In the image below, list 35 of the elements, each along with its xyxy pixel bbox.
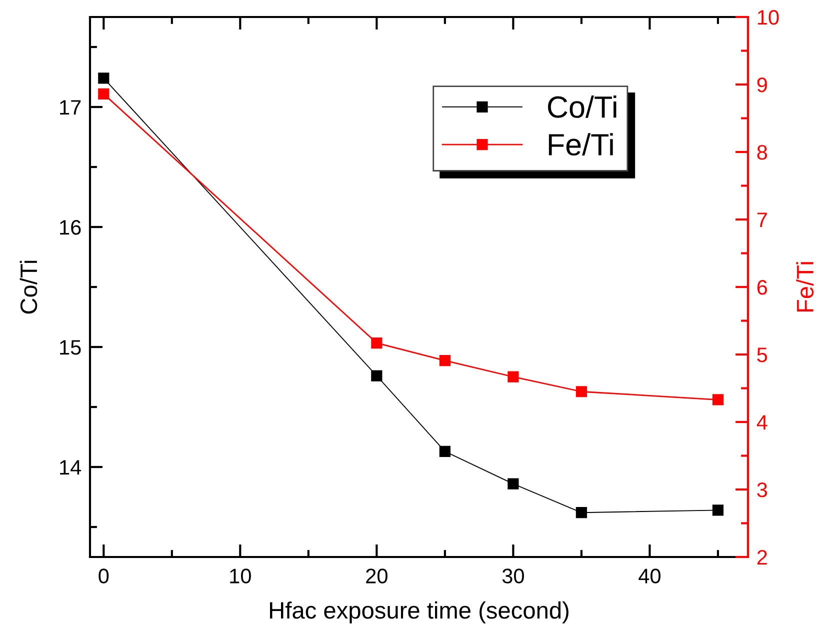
x-tick-label: 10 bbox=[230, 568, 251, 584]
y2-tick-label: 3 bbox=[757, 482, 768, 498]
y-tick-label: 15 bbox=[60, 340, 81, 355]
legend-label: Fe/Ti bbox=[548, 133, 613, 156]
y2-tick-label: 7 bbox=[757, 212, 767, 228]
point bbox=[98, 88, 110, 100]
y2-tick-label: 6 bbox=[757, 280, 768, 295]
legend-label: Co/Ti bbox=[548, 95, 616, 118]
point bbox=[712, 504, 724, 516]
point bbox=[576, 507, 588, 518]
x-axis-title: Hfac exposure time (second) bbox=[270, 601, 568, 624]
y2-tick-label: 10 bbox=[758, 10, 779, 25]
y2-tick-label: 9 bbox=[757, 78, 767, 92]
point bbox=[576, 386, 588, 398]
point bbox=[508, 478, 519, 490]
point bbox=[98, 72, 110, 84]
x-tick-label: 20 bbox=[366, 568, 388, 584]
y2-tick-label: 8 bbox=[757, 145, 768, 160]
y2-tick-label: 4 bbox=[756, 415, 768, 430]
y2-tick-label: 5 bbox=[757, 348, 768, 362]
point bbox=[439, 355, 450, 366]
y-tick-label: 17 bbox=[60, 100, 81, 115]
point bbox=[439, 446, 450, 457]
x-tick-label: 30 bbox=[502, 568, 524, 584]
point bbox=[371, 370, 382, 382]
y2-tick-label: 2 bbox=[757, 550, 767, 565]
x-tick-label: 40 bbox=[638, 568, 660, 584]
y-tick-label: 16 bbox=[60, 220, 81, 235]
y2-axis-title: Fe/Ti bbox=[796, 262, 814, 312]
y-axis-title: Co/Ti bbox=[20, 260, 38, 314]
point bbox=[508, 371, 519, 382]
x-tick-label: 0 bbox=[98, 568, 109, 584]
y-tick-label: 14 bbox=[60, 460, 82, 475]
point bbox=[712, 394, 724, 406]
point bbox=[371, 337, 382, 349]
